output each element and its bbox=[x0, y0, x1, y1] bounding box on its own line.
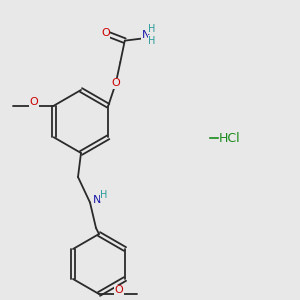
Text: O: O bbox=[111, 78, 120, 88]
Text: HCl: HCl bbox=[219, 131, 241, 145]
Text: N: N bbox=[142, 30, 150, 40]
Text: H: H bbox=[148, 36, 155, 46]
Text: N: N bbox=[93, 195, 102, 205]
Text: O: O bbox=[115, 285, 124, 296]
Text: O: O bbox=[29, 97, 38, 107]
Text: H: H bbox=[100, 190, 107, 200]
Text: H: H bbox=[148, 24, 155, 34]
Text: O: O bbox=[101, 28, 110, 38]
